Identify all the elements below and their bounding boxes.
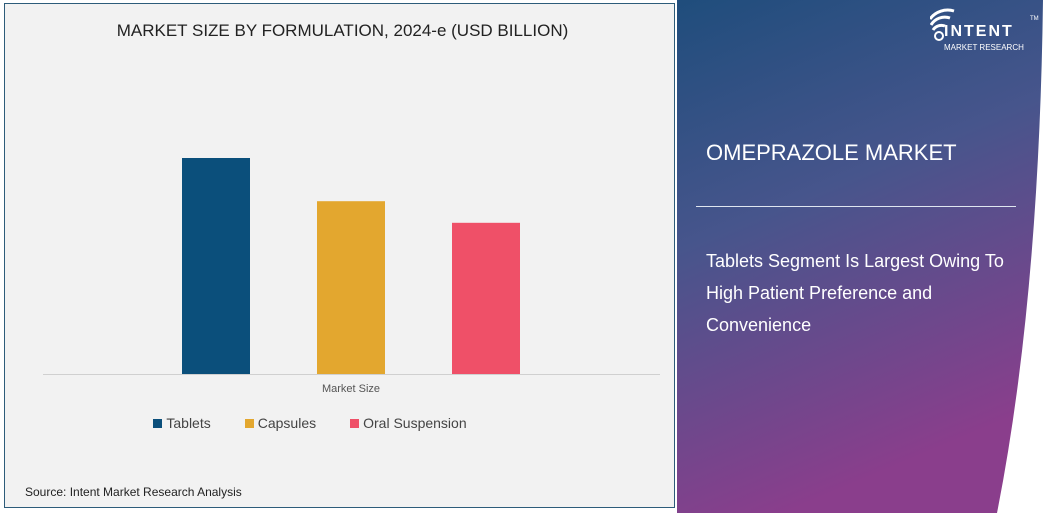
logo-brand: INTENT bbox=[944, 23, 1014, 40]
x-category-label: Market Size bbox=[322, 383, 380, 395]
legend-swatch bbox=[350, 418, 360, 428]
source-note: Source: Intent Market Research Analysis bbox=[25, 485, 242, 499]
key-insight: Tablets Segment Is Largest Owing To High… bbox=[706, 251, 1004, 335]
legend-label: Tablets bbox=[166, 415, 211, 431]
legend-label: Oral Suspension bbox=[363, 415, 467, 431]
signal-icon bbox=[930, 8, 955, 41]
legend-swatch bbox=[153, 418, 163, 428]
legend-item: Tablets bbox=[153, 415, 211, 431]
legend-item: Oral Suspension bbox=[350, 415, 467, 431]
bar-chart: Market Size bbox=[43, 158, 660, 395]
market-title: OMEPRAZOLE MARKET bbox=[706, 140, 957, 165]
info-panel-background bbox=[677, 0, 1043, 513]
divider bbox=[696, 206, 1016, 207]
legend-swatch bbox=[244, 418, 254, 428]
intent-logo: INTENT TM MARKET RESEARCH bbox=[930, 8, 1042, 58]
logo-subtitle: MARKET RESEARCH bbox=[944, 43, 1024, 52]
bar-capsules bbox=[317, 201, 385, 374]
bar-oral-suspension bbox=[452, 222, 520, 374]
bars-group bbox=[182, 158, 520, 374]
legend-item: Capsules bbox=[244, 415, 317, 431]
bar-tablets bbox=[182, 158, 250, 374]
legend-label: Capsules bbox=[257, 415, 317, 431]
chart-title: MARKET SIZE BY FORMULATION, 2024-e (USD … bbox=[116, 21, 569, 40]
logo-trademark: TM bbox=[1030, 16, 1039, 22]
legend: Tablets Capsules Oral Suspension bbox=[0, 415, 620, 431]
